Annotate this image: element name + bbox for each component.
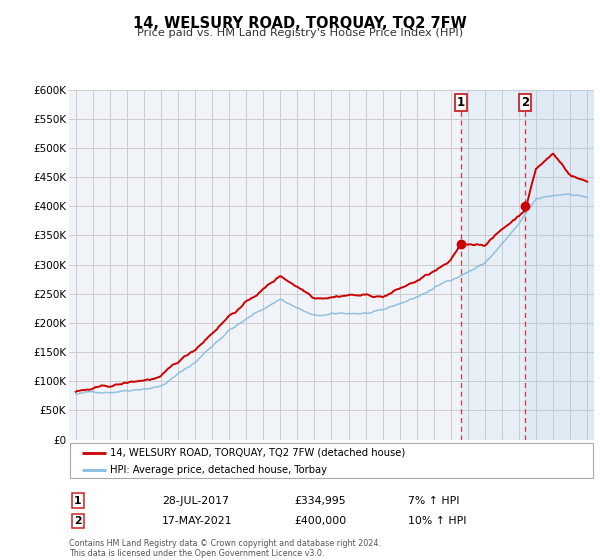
Text: 17-MAY-2021: 17-MAY-2021 [162,516,233,526]
Text: 14, WELSURY ROAD, TORQUAY, TQ2 7FW (detached house): 14, WELSURY ROAD, TORQUAY, TQ2 7FW (deta… [110,447,405,458]
Text: 14, WELSURY ROAD, TORQUAY, TQ2 7FW: 14, WELSURY ROAD, TORQUAY, TQ2 7FW [133,16,467,31]
Text: 1: 1 [457,96,465,109]
Text: 2: 2 [521,96,529,109]
Text: 2: 2 [74,516,82,526]
Text: 10% ↑ HPI: 10% ↑ HPI [408,516,467,526]
Text: HPI: Average price, detached house, Torbay: HPI: Average price, detached house, Torb… [110,465,327,475]
Text: Contains HM Land Registry data © Crown copyright and database right 2024.
This d: Contains HM Land Registry data © Crown c… [69,539,381,558]
Text: £334,995: £334,995 [294,496,346,506]
Bar [461,90,594,440]
Text: 1: 1 [74,496,82,506]
FancyBboxPatch shape [70,444,593,478]
Text: 7% ↑ HPI: 7% ↑ HPI [408,496,460,506]
Bar [526,90,594,440]
Text: Price paid vs. HM Land Registry's House Price Index (HPI): Price paid vs. HM Land Registry's House … [137,28,463,38]
Text: £400,000: £400,000 [294,516,346,526]
Text: 28-JUL-2017: 28-JUL-2017 [162,496,229,506]
